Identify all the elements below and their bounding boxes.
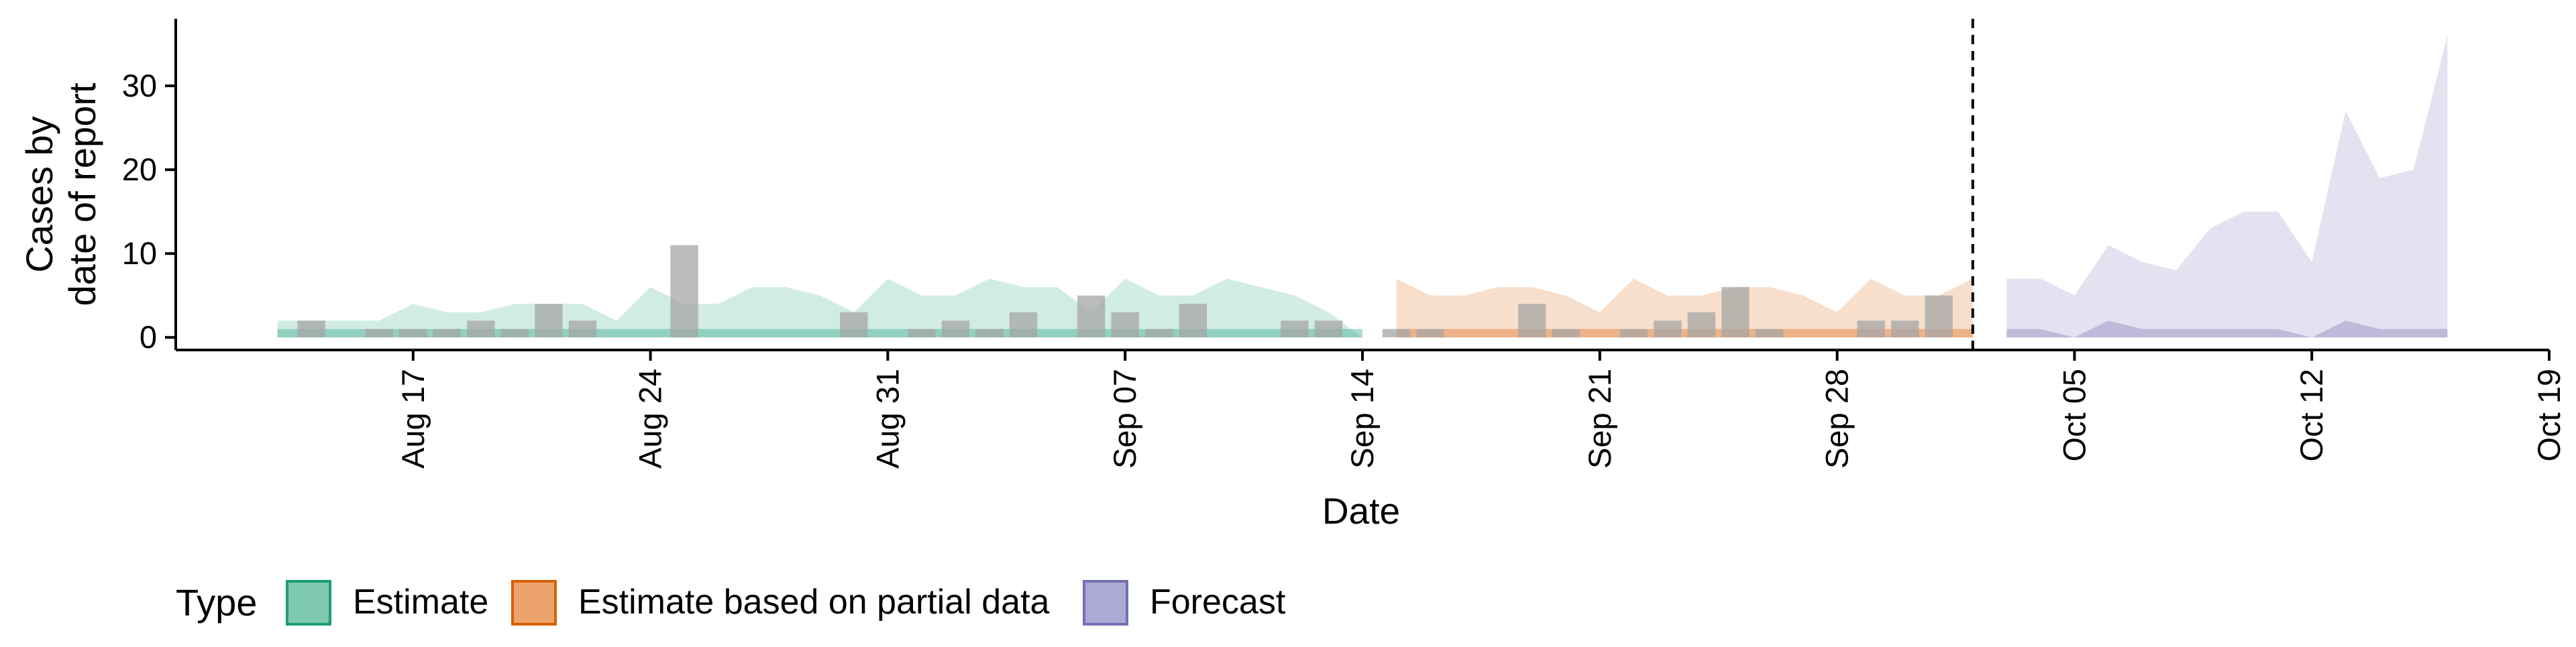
reported-case-bar [1925, 295, 1953, 338]
reported-case-bar [840, 312, 868, 338]
reported-case-bar [1857, 320, 1885, 338]
estimate-based-on-partial-data-median-band [1396, 329, 1973, 338]
x-tick-label: Oct 05 [2056, 369, 2092, 461]
legend-key-estimate-based-on-partial-data [511, 580, 557, 626]
legend-key-estimate [286, 580, 331, 626]
x-axis-ticks: Aug 17 Aug 24 Aug 31 Sep 07 Sep 14 Sep 21 Sep … [395, 350, 2567, 469]
reported-case-bar [433, 329, 461, 338]
x-tick-label: Aug 24 [633, 369, 668, 469]
legend-label-estimate: Estimate [353, 583, 488, 622]
x-tick-label: Sep 07 [1107, 369, 1142, 469]
x-tick-label: Sep 14 [1344, 369, 1380, 469]
legend: Type Estimate Estimate based on partial da… [176, 580, 1286, 626]
reported-case-bar [1552, 329, 1580, 338]
reported-case-bars [297, 245, 1953, 338]
forecast-median-band [2006, 320, 2448, 338]
reported-case-bar [399, 329, 427, 338]
forecast-interval-band [2006, 36, 2448, 338]
reported-case-bar [1891, 320, 1919, 338]
estimate-bands [277, 36, 2448, 338]
x-tick-label: Aug 31 [869, 369, 905, 469]
reported-case-bar [1687, 312, 1716, 338]
y-axis-title-line: date of report [61, 82, 103, 306]
y-axis-title-line: Cases by [18, 116, 60, 272]
legend-label-estimate-based-on-partial-data: Estimate based on partial data [578, 583, 1050, 622]
reported-case-bar [975, 329, 1004, 338]
x-tick-label: Sep 21 [1582, 369, 1617, 469]
reported-case-bar [1619, 329, 1648, 338]
x-tick-label: Sep 28 [1819, 369, 1855, 469]
reported-case-bar [535, 304, 563, 338]
reported-case-bar [1314, 320, 1343, 338]
reported-case-bar [1111, 312, 1139, 338]
y-tick-label: 0 [140, 319, 157, 355]
reported-case-bar [1077, 295, 1106, 338]
reported-case-bar [1416, 329, 1444, 338]
y-tick-label: 20 [122, 152, 157, 187]
reported-case-bar [500, 329, 529, 338]
reported-case-bar [1281, 320, 1309, 338]
x-tick-label: Aug 17 [395, 369, 431, 469]
y-axis-ticks: 0 10 20 30 [122, 68, 176, 355]
y-tick-label: 30 [122, 68, 157, 103]
reported-case-bar [1654, 320, 1682, 338]
reported-case-bar [1518, 304, 1546, 338]
y-tick-label: 10 [122, 235, 157, 271]
estimate-based-on-partial-data-interval-band [1396, 278, 1973, 338]
x-tick-label: Oct 19 [2531, 369, 2567, 461]
reported-case-bar [1721, 287, 1750, 338]
legend-key-forecast [1083, 580, 1128, 626]
reported-case-bar [1009, 312, 1038, 338]
reported-case-bar [670, 245, 698, 338]
legend-label-forecast: Forecast [1150, 583, 1286, 622]
reported-case-bar [365, 329, 393, 338]
reported-case-bar [1145, 329, 1173, 338]
reported-case-bar [297, 320, 325, 338]
reported-case-bar [1755, 329, 1784, 338]
y-axis-title: Cases by date of report [18, 82, 103, 306]
legend-title: Type [176, 581, 257, 624]
reported-case-bar [1179, 304, 1207, 338]
reported-case-bar [1382, 329, 1411, 338]
x-axis-title: Date [1322, 490, 1400, 532]
reported-case-bar [467, 320, 495, 338]
reported-case-bar [941, 320, 970, 338]
reported-case-bar [568, 320, 597, 338]
x-tick-label: Oct 12 [2294, 369, 2329, 461]
reported-case-bar [908, 329, 936, 338]
